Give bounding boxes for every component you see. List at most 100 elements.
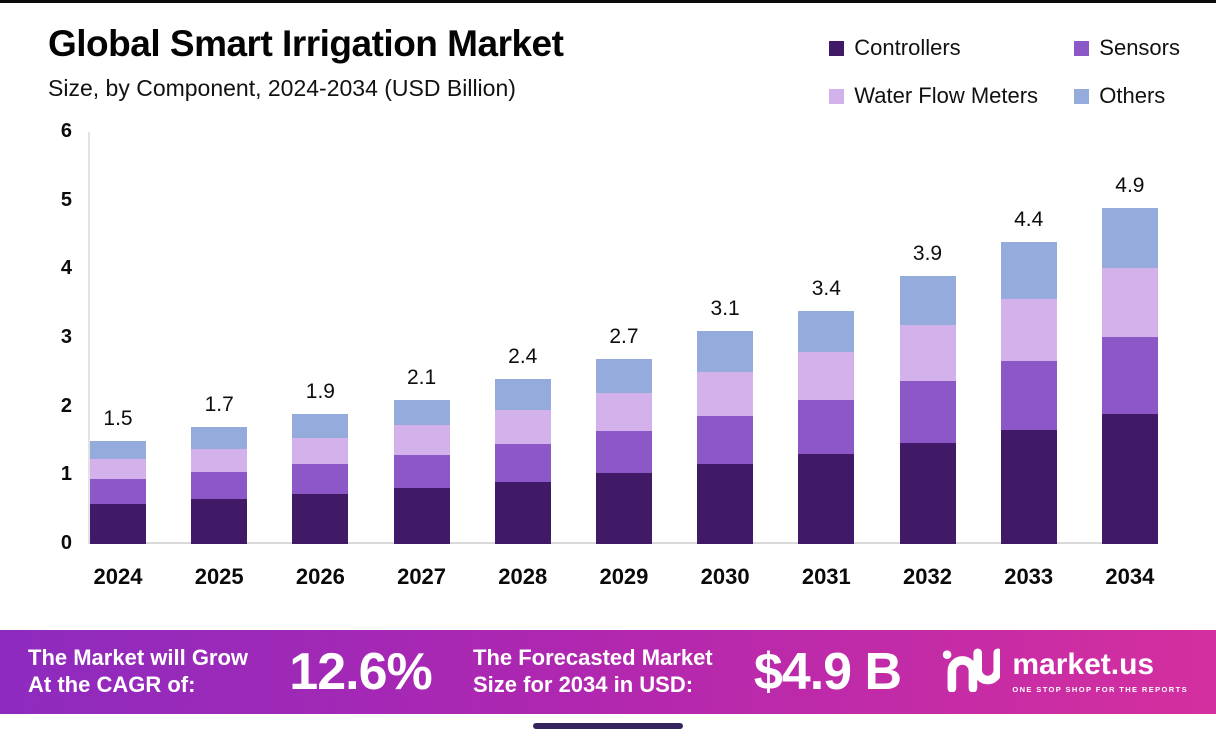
bar-segment-controllers xyxy=(191,499,248,544)
bar-column-2033: 4.4 2033 xyxy=(1000,132,1057,589)
y-axis: 0 1 2 3 4 5 6 xyxy=(42,120,78,554)
legend-item-others: Others xyxy=(1074,83,1180,109)
market-us-logo-icon xyxy=(942,647,1003,697)
y-tick-label: 0 xyxy=(60,532,72,554)
x-axis-label: 2028 xyxy=(498,564,548,589)
legend-label: Water Flow Meters xyxy=(854,83,1039,108)
bar-segment-water-flow-meters xyxy=(798,351,855,400)
x-axis-label: 2026 xyxy=(295,564,345,589)
bar-segment-sensors xyxy=(595,430,652,474)
x-axis-label: 2027 xyxy=(397,564,447,589)
stats-banner: The Market will Grow At the CAGR of: 12.… xyxy=(0,630,1216,714)
forecast-label-line2: Size for 2034 in USD: xyxy=(473,672,694,697)
forecast-value: $4.9 B xyxy=(753,643,902,701)
bar-total-label: 2.7 xyxy=(609,324,639,348)
bar-segment-sensors xyxy=(899,381,956,444)
x-axis-label: 2029 xyxy=(599,564,649,589)
bar-column-2028: 2.4 2028 xyxy=(494,132,551,589)
bar-column-2032: 3.9 2032 xyxy=(899,132,956,589)
bar-column-2029: 2.7 2029 xyxy=(595,132,652,589)
chart-header: Global Smart Irrigation Market Size, by … xyxy=(0,3,1216,108)
x-axis-label: 2030 xyxy=(700,564,750,589)
bar-segment-others xyxy=(292,413,349,439)
forecast-label: The Forecasted Market Size for 2034 in U… xyxy=(473,645,713,699)
bar-segment-sensors xyxy=(191,471,248,500)
bottom-strip xyxy=(0,714,1216,737)
x-axis-label: 2032 xyxy=(903,564,952,589)
bar-column-2025: 1.7 2025 xyxy=(191,132,248,589)
bar-column-2027: 2.1 2027 xyxy=(393,132,450,589)
bar-total-label: 1.9 xyxy=(305,379,335,403)
bar-segment-sensors xyxy=(1101,336,1158,414)
controllers-swatch-icon xyxy=(829,40,845,56)
bar-column-2031: 3.4 2031 xyxy=(798,132,855,589)
forecast-label-line1: The Forecasted Market xyxy=(473,645,713,671)
bar-segment-sensors xyxy=(494,443,551,482)
cagr-value: 12.6% xyxy=(289,643,432,701)
bar-segment-others xyxy=(798,310,855,352)
bar-total-label: 2.1 xyxy=(406,365,437,389)
brand-block: market.us ONE STOP SHOP FOR THE REPORTS xyxy=(942,647,1188,697)
bar-segment-others xyxy=(494,379,551,411)
bar-segment-water-flow-meters xyxy=(393,425,450,455)
y-tick-label: 6 xyxy=(60,120,72,142)
bar-segment-sensors xyxy=(798,399,855,455)
bar-segment-controllers xyxy=(1101,413,1158,544)
x-axis-label: 2024 xyxy=(93,564,143,589)
brand-tagline: ONE STOP SHOP FOR THE REPORTS xyxy=(1012,685,1188,694)
bar-column-2026: 1.9 2026 xyxy=(292,132,349,589)
bar-segment-water-flow-meters xyxy=(1101,267,1158,337)
y-tick-label: 1 xyxy=(60,463,72,486)
bar-segment-others xyxy=(595,358,652,393)
bar-total-label: 3.4 xyxy=(811,276,841,300)
bar-total-label: 4.4 xyxy=(1014,207,1044,231)
cagr-label: The Market will Grow At the CAGR of: xyxy=(28,645,248,699)
water-flow-meters-swatch-icon xyxy=(829,88,845,104)
bar-segment-water-flow-meters xyxy=(292,438,349,464)
sensors-swatch-icon xyxy=(1074,40,1090,56)
bar-total-label: 3.9 xyxy=(912,242,943,266)
bar-column-2030: 3.1 2030 xyxy=(697,132,754,589)
legend-label: Sensors xyxy=(1099,35,1180,60)
bar-segment-controllers xyxy=(1000,430,1057,544)
y-tick-label: 3 xyxy=(60,326,72,348)
x-axis-label: 2033 xyxy=(1004,564,1054,589)
bar-segment-others xyxy=(1000,241,1057,299)
bar-segment-water-flow-meters xyxy=(494,410,551,444)
bar-segment-controllers xyxy=(595,473,652,544)
bar-segment-controllers xyxy=(697,464,754,544)
legend-label: Controllers xyxy=(854,35,961,60)
bar-segment-others xyxy=(899,276,956,325)
page-subtitle: Size, by Component, 2024-2034 (USD Billi… xyxy=(48,75,516,101)
bar-segment-others xyxy=(90,441,146,459)
brand-name: market.us xyxy=(1012,648,1155,681)
bar-segment-controllers xyxy=(899,443,956,544)
cagr-label-line1: The Market will Grow xyxy=(28,645,249,671)
y-tick-label: 4 xyxy=(60,257,72,280)
bar-column-2024: 1.5 2024 xyxy=(90,132,146,589)
bar-segment-controllers xyxy=(393,488,450,544)
bar-segment-controllers xyxy=(292,493,349,544)
bar-segment-water-flow-meters xyxy=(1000,298,1057,361)
legend-item-water-flow-meters: Water Flow Meters xyxy=(829,83,1064,109)
cagr-label-line2: At the CAGR of: xyxy=(28,672,196,697)
legend-label: Others xyxy=(1099,83,1166,108)
bar-segment-sensors xyxy=(90,479,146,505)
x-axis-label: 2031 xyxy=(801,564,851,589)
x-axis-label: 2025 xyxy=(194,564,244,589)
y-tick-label: 2 xyxy=(60,394,72,417)
bar-total-label: 1.5 xyxy=(103,407,133,430)
bar-segment-water-flow-meters xyxy=(595,392,652,431)
bar-total-label: 2.4 xyxy=(508,345,538,369)
bar-segment-water-flow-meters xyxy=(90,458,146,480)
bottom-handle-bar xyxy=(533,723,683,729)
bar-segment-sensors xyxy=(697,415,754,465)
legend-item-controllers: Controllers xyxy=(829,35,1064,61)
bar-segment-sensors xyxy=(393,454,450,489)
bar-segment-water-flow-meters xyxy=(899,324,956,382)
others-swatch-icon xyxy=(1074,88,1090,104)
bar-segment-controllers xyxy=(494,481,551,544)
plot-area: 1.5 2024 1.7 2025 1.9 2026 2.1 2027 2.4 2028 2.7 20… xyxy=(88,132,1158,589)
